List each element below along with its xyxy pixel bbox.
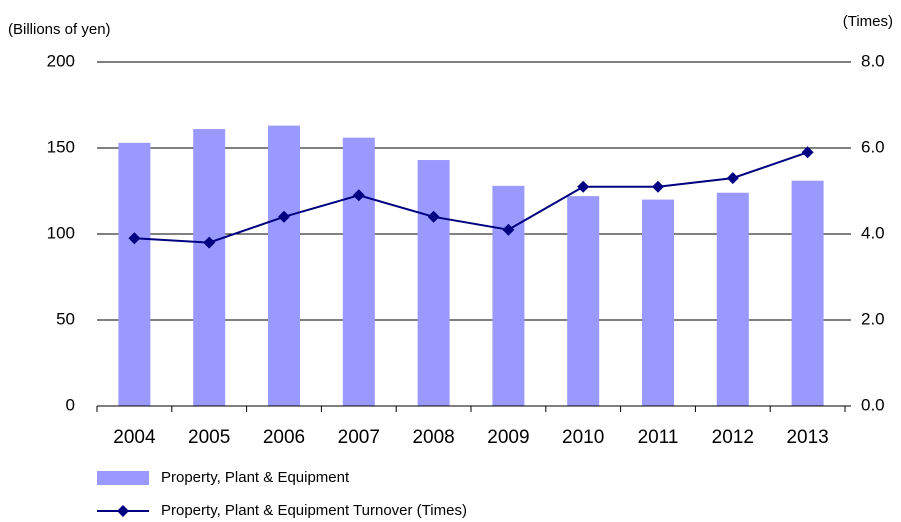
marker	[502, 223, 515, 236]
legend-swatch	[97, 471, 149, 485]
bar	[118, 142, 151, 406]
marker	[203, 236, 216, 249]
x-tick-label: 2013	[786, 427, 828, 448]
x-tick-label: 2011	[638, 427, 679, 448]
bar	[642, 199, 674, 406]
y2-tick-label: 8.0	[861, 51, 885, 70]
y2-tick-label: 6.0	[861, 137, 885, 156]
x-tick-label: 2010	[562, 427, 604, 448]
bar	[716, 192, 749, 406]
legend-marker	[117, 505, 129, 517]
y-tick-label: 100	[47, 223, 75, 242]
marker	[128, 232, 141, 245]
x-tick-label: 2012	[712, 427, 754, 448]
bar	[567, 196, 600, 406]
y2-tick-label: 4.0	[861, 223, 885, 242]
bar	[268, 125, 300, 406]
x-tick-label: 2008	[412, 427, 454, 448]
marker	[726, 172, 739, 185]
marker	[427, 210, 440, 223]
bar	[342, 137, 375, 406]
marker	[801, 146, 814, 159]
marker	[278, 210, 290, 223]
bar	[417, 160, 450, 406]
x-tick-label: 2006	[263, 427, 305, 448]
legend-label: Property, Plant & Equipment Turnover (Ti…	[161, 502, 467, 519]
y2-tick-label: 2.0	[861, 309, 885, 328]
y-tick-label: 150	[47, 137, 75, 156]
x-tick-label: 2004	[113, 427, 156, 448]
bar	[791, 180, 824, 406]
bar	[492, 185, 525, 406]
y-tick-label: 50	[56, 309, 75, 328]
x-tick-label: 2005	[188, 427, 230, 448]
marker	[652, 180, 664, 193]
y2-axis-label: (Times)	[843, 13, 893, 30]
y-axis-label: (Billions of yen)	[8, 21, 111, 38]
x-tick-label: 2007	[338, 427, 380, 448]
y-tick-label: 0	[66, 395, 75, 414]
marker	[577, 180, 590, 193]
y2-tick-label: 0.0	[861, 395, 885, 414]
marker	[352, 189, 365, 202]
y-tick-label: 200	[47, 51, 75, 70]
line	[134, 151, 808, 244]
legend-label: Property, Plant & Equipment	[161, 469, 350, 486]
bar	[193, 129, 226, 406]
x-tick-label: 2009	[487, 427, 529, 448]
